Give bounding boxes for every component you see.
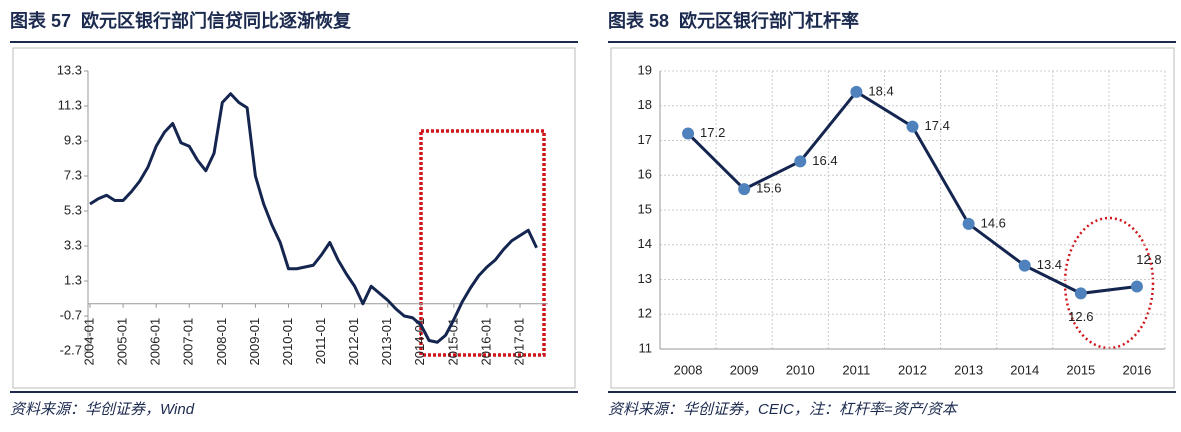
chart-title: 图表 58 欧元区银行部门杠杆率 [608,10,859,31]
y-tick-label: 11 [639,340,653,355]
data-point [1018,259,1031,272]
data-label: 17.4 [925,118,950,133]
x-tick-label: 2014 [1010,362,1039,377]
data-point [1074,287,1087,300]
x-tick-label: 2008-01 [214,318,229,366]
y-tick-label: 13 [638,271,652,286]
x-tick-label: 2011-01 [313,318,328,365]
x-tick-label: 2013-01 [379,318,394,366]
data-point [962,217,975,230]
x-tick-label: 2005-01 [115,318,130,366]
y-tick-label: 12 [638,306,652,321]
y-tick-label: 16 [638,167,652,182]
x-tick-label: 2007-01 [181,318,196,366]
data-point [1130,280,1143,293]
x-tick-label: 2004-01 [81,318,96,366]
chart-frame [12,47,576,389]
y-tick-label: 18 [638,97,652,112]
data-label: 12.6 [1068,309,1093,324]
data-label: 12.8 [1136,252,1161,267]
x-tick-label: 2009 [730,362,759,377]
data-label: 13.4 [1037,257,1062,272]
data-label: 16.4 [812,153,837,168]
data-label: 17.2 [700,125,725,140]
x-tick-label: 2017-01 [511,318,526,366]
y-tick-label: 5.3 [64,202,82,217]
x-tick-label: 2010-01 [280,318,295,366]
y-tick-label: 1.3 [64,272,82,287]
x-tick-label: 2006-01 [148,318,163,366]
x-tick-label: 2012-01 [346,318,361,366]
data-label: 15.6 [756,181,781,196]
data-label: 14.6 [981,215,1006,230]
source-note: 资料来源：华创证券，Wind [10,401,195,418]
y-tick-label: -0.7 [60,307,82,322]
x-tick-label: 2015 [1066,362,1095,377]
x-tick-label: 2013 [954,362,983,377]
y-tick-label: 11.3 [58,97,82,112]
y-tick-label: 15 [638,201,652,216]
y-tick-label: 13.3 [57,62,82,77]
x-tick-label: 2010 [786,362,815,377]
x-tick-label: 2011 [842,362,870,377]
x-tick-label: 2012 [898,362,927,377]
y-tick-label: -2.7 [60,342,82,357]
data-point [738,183,751,196]
y-tick-label: 3.3 [64,237,82,252]
data-line [89,92,538,344]
x-tick-label: 2008 [674,362,703,377]
chart-frame [610,47,1175,389]
y-tick-label: 17 [638,132,652,147]
x-tick-label: 2016-01 [478,318,493,366]
data-label: 18.4 [868,83,893,98]
data-point [682,127,695,140]
source-note: 资料来源：华创证券，CEIC，注：杠杆率=资产/资本 [608,401,959,418]
y-tick-label: 19 [638,62,652,77]
x-tick-label: 2016 [1122,362,1151,377]
data-point [906,120,919,133]
y-tick-label: 9.3 [64,132,82,147]
x-tick-label: 2009-01 [247,318,262,366]
chart-title: 图表 57 欧元区银行部门信贷同比逐渐恢复 [10,10,352,31]
data-point [850,85,863,98]
y-tick-label: 14 [638,236,652,251]
y-tick-label: 7.3 [64,167,82,182]
data-point [794,155,807,168]
highlight-box [419,129,546,357]
x-tick-label: 2015-01 [445,318,460,366]
